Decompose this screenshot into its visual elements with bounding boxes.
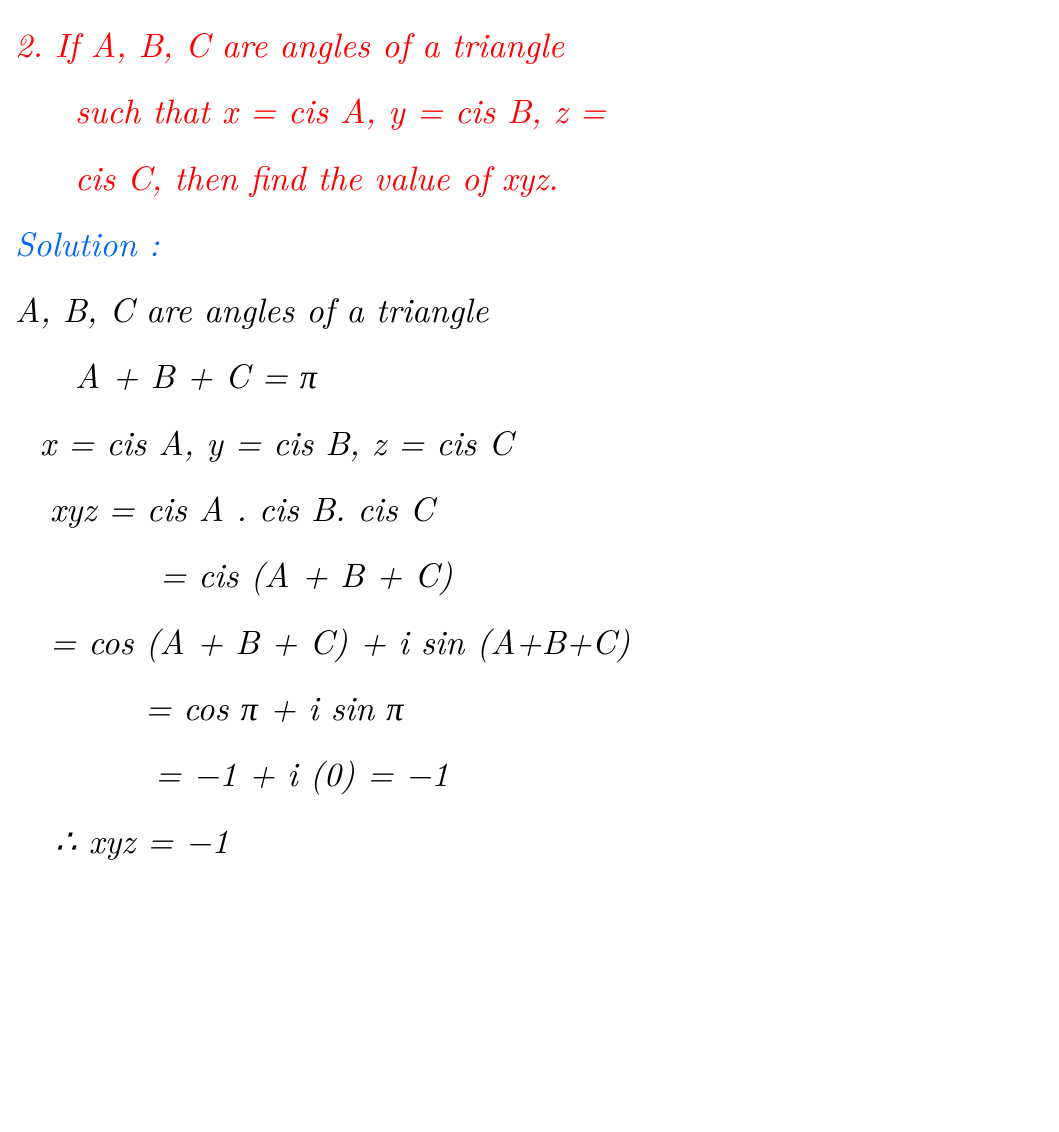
problem-line-1: 2. If A, B, C are angles of a triangle [15,10,1044,76]
solution-line-9: ∴ xyz = −1 [15,806,1044,872]
solution-line-7: = cos π + i sin π [15,673,1044,739]
solution-label: Solution : [15,209,1044,275]
problem-line-3: cis C, then find the value of xyz. [15,143,1044,209]
solution-line-4: xyz = cis A . cis B. cis C [15,474,1044,540]
solution-line-3: x = cis A, y = cis B, z = cis C [15,408,1044,474]
solution-line-8: = −1 + i (0) = −1 [15,739,1044,805]
problem-line-2: such that x = cis A, y = cis B, z = [15,76,1044,142]
solution-line-5: = cis (A + B + C) [15,540,1044,606]
solution-line-1: A, B, C are angles of a triangle [15,275,1044,341]
solution-line-6: = cos (A + B + C) + i sin (A+B+C) [15,607,1044,673]
solution-line-2: A + B + C = π [15,341,1044,407]
